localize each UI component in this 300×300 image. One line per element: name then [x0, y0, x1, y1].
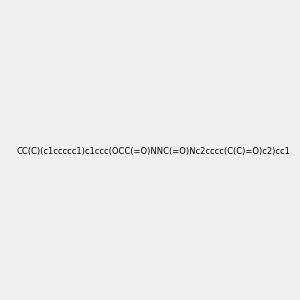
Text: CC(C)(c1ccccc1)c1ccc(OCC(=O)NNC(=O)Nc2cccc(C(C)=O)c2)cc1: CC(C)(c1ccccc1)c1ccc(OCC(=O)NNC(=O)Nc2cc… — [17, 147, 291, 156]
